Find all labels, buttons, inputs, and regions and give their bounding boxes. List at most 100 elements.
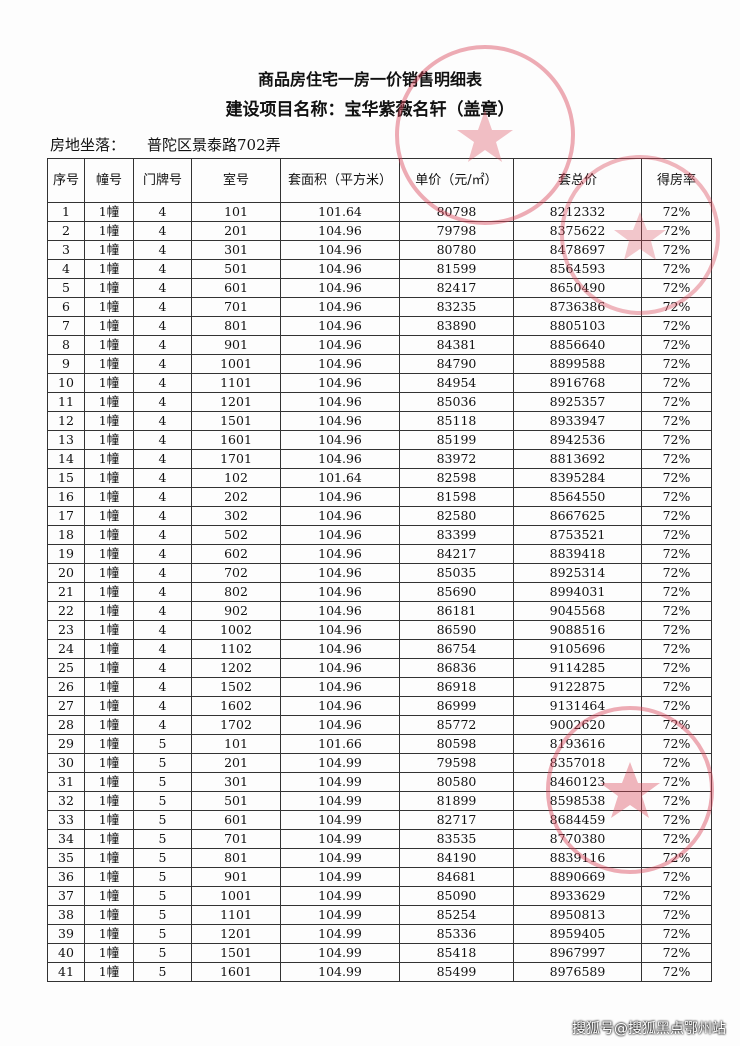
cell-row-number: 21	[47, 582, 85, 602]
cell-building: 1幢	[84, 924, 134, 944]
cell-unit-price: 79798	[399, 221, 514, 241]
cell-total-price: 8994031	[513, 582, 642, 602]
cell-building: 1幢	[84, 943, 134, 963]
cell-efficiency-rate: 72%	[641, 506, 712, 526]
cell-efficiency-rate: 72%	[641, 373, 712, 393]
table-row: 5 1幢 4 601 104.96 82417 8650490 72%	[47, 278, 712, 298]
cell-building: 1幢	[84, 696, 134, 716]
table-row: 16 1幢 4 202 104.96 81598 8564550 72%	[47, 487, 712, 507]
cell-total-price: 8925314	[513, 563, 642, 583]
cell-area: 104.96	[280, 278, 400, 298]
table-row: 32 1幢 5 501 104.99 81899 8598538 72%	[47, 791, 712, 811]
cell-building: 1幢	[84, 240, 134, 260]
cell-door-number: 4	[133, 354, 192, 374]
cell-door-number: 5	[133, 962, 192, 982]
cell-unit-price: 85336	[399, 924, 514, 944]
cell-area: 104.99	[280, 924, 400, 944]
table-row: 31 1幢 5 301 104.99 80580 8460123 72%	[47, 772, 712, 792]
cell-total-price: 8770380	[513, 829, 642, 849]
cell-room-number: 1702	[191, 715, 281, 735]
cell-building: 1幢	[84, 544, 134, 564]
cell-unit-price: 84790	[399, 354, 514, 374]
cell-room-number: 301	[191, 240, 281, 260]
location-label: 房地坐落：	[50, 136, 126, 154]
cell-door-number: 4	[133, 506, 192, 526]
cell-building: 1幢	[84, 810, 134, 830]
cell-row-number: 17	[47, 506, 85, 526]
cell-door-number: 4	[133, 544, 192, 564]
cell-total-price: 8667625	[513, 506, 642, 526]
cell-row-number: 5	[47, 278, 85, 298]
cell-efficiency-rate: 72%	[641, 715, 712, 735]
cell-efficiency-rate: 72%	[641, 544, 712, 564]
cell-building: 1幢	[84, 525, 134, 545]
cell-area: 104.96	[280, 297, 400, 317]
cell-efficiency-rate: 72%	[641, 943, 712, 963]
table-row: 39 1幢 5 1201 104.99 85336 8959405 72%	[47, 924, 712, 944]
cell-efficiency-rate: 72%	[641, 563, 712, 583]
cell-room-number: 1601	[191, 962, 281, 982]
cell-row-number: 39	[47, 924, 85, 944]
cell-door-number: 5	[133, 829, 192, 849]
cell-total-price: 8839418	[513, 544, 642, 564]
cell-row-number: 28	[47, 715, 85, 735]
cell-unit-price: 85035	[399, 563, 514, 583]
cell-total-price: 8478697	[513, 240, 642, 260]
cell-area: 104.96	[280, 392, 400, 412]
cell-unit-price: 81599	[399, 259, 514, 279]
cell-area: 104.96	[280, 240, 400, 260]
table-row: 2 1幢 4 201 104.96 79798 8375622 72%	[47, 221, 712, 241]
cell-unit-price: 83890	[399, 316, 514, 336]
cell-area: 101.66	[280, 734, 400, 754]
cell-unit-price: 80580	[399, 772, 514, 792]
cell-area: 104.96	[280, 696, 400, 716]
table-row: 14 1幢 4 1701 104.96 83972 8813692 72%	[47, 449, 712, 469]
header-row-number: 序号	[47, 158, 85, 203]
cell-door-number: 5	[133, 905, 192, 925]
table-row: 26 1幢 4 1502 104.96 86918 9122875 72%	[47, 677, 712, 697]
cell-door-number: 4	[133, 316, 192, 336]
cell-area: 104.96	[280, 563, 400, 583]
cell-total-price: 8813692	[513, 449, 642, 469]
cell-unit-price: 81899	[399, 791, 514, 811]
cell-door-number: 5	[133, 791, 192, 811]
table-row: 22 1幢 4 902 104.96 86181 9045568 72%	[47, 601, 712, 621]
cell-row-number: 2	[47, 221, 85, 241]
cell-building: 1幢	[84, 259, 134, 279]
table-row: 28 1幢 4 1702 104.96 85772 9002620 72%	[47, 715, 712, 735]
cell-door-number: 4	[133, 278, 192, 298]
cell-building: 1幢	[84, 354, 134, 374]
cell-area: 104.96	[280, 221, 400, 241]
cell-total-price: 8193616	[513, 734, 642, 754]
cell-building: 1幢	[84, 297, 134, 317]
cell-door-number: 5	[133, 867, 192, 887]
cell-room-number: 702	[191, 563, 281, 583]
cell-efficiency-rate: 72%	[641, 297, 712, 317]
cell-total-price: 8933947	[513, 411, 642, 431]
cell-building: 1幢	[84, 449, 134, 469]
cell-efficiency-rate: 72%	[641, 848, 712, 868]
cell-unit-price: 80780	[399, 240, 514, 260]
cell-building: 1幢	[84, 411, 134, 431]
cell-total-price: 8736386	[513, 297, 642, 317]
header-efficiency-rate: 得房率	[641, 158, 712, 203]
cell-efficiency-rate: 72%	[641, 791, 712, 811]
cell-building: 1幢	[84, 620, 134, 640]
table-row: 8 1幢 4 901 104.96 84381 8856640 72%	[47, 335, 712, 355]
cell-unit-price: 81598	[399, 487, 514, 507]
cell-row-number: 29	[47, 734, 85, 754]
cell-row-number: 7	[47, 316, 85, 336]
cell-door-number: 4	[133, 240, 192, 260]
cell-building: 1幢	[84, 658, 134, 678]
cell-door-number: 4	[133, 620, 192, 640]
table-row: 10 1幢 4 1101 104.96 84954 8916768 72%	[47, 373, 712, 393]
cell-unit-price: 85418	[399, 943, 514, 963]
cell-row-number: 32	[47, 791, 85, 811]
cell-door-number: 4	[133, 392, 192, 412]
cell-total-price: 9114285	[513, 658, 642, 678]
cell-room-number: 502	[191, 525, 281, 545]
cell-building: 1幢	[84, 221, 134, 241]
cell-area: 104.96	[280, 354, 400, 374]
cell-building: 1幢	[84, 962, 134, 982]
cell-efficiency-rate: 72%	[641, 905, 712, 925]
